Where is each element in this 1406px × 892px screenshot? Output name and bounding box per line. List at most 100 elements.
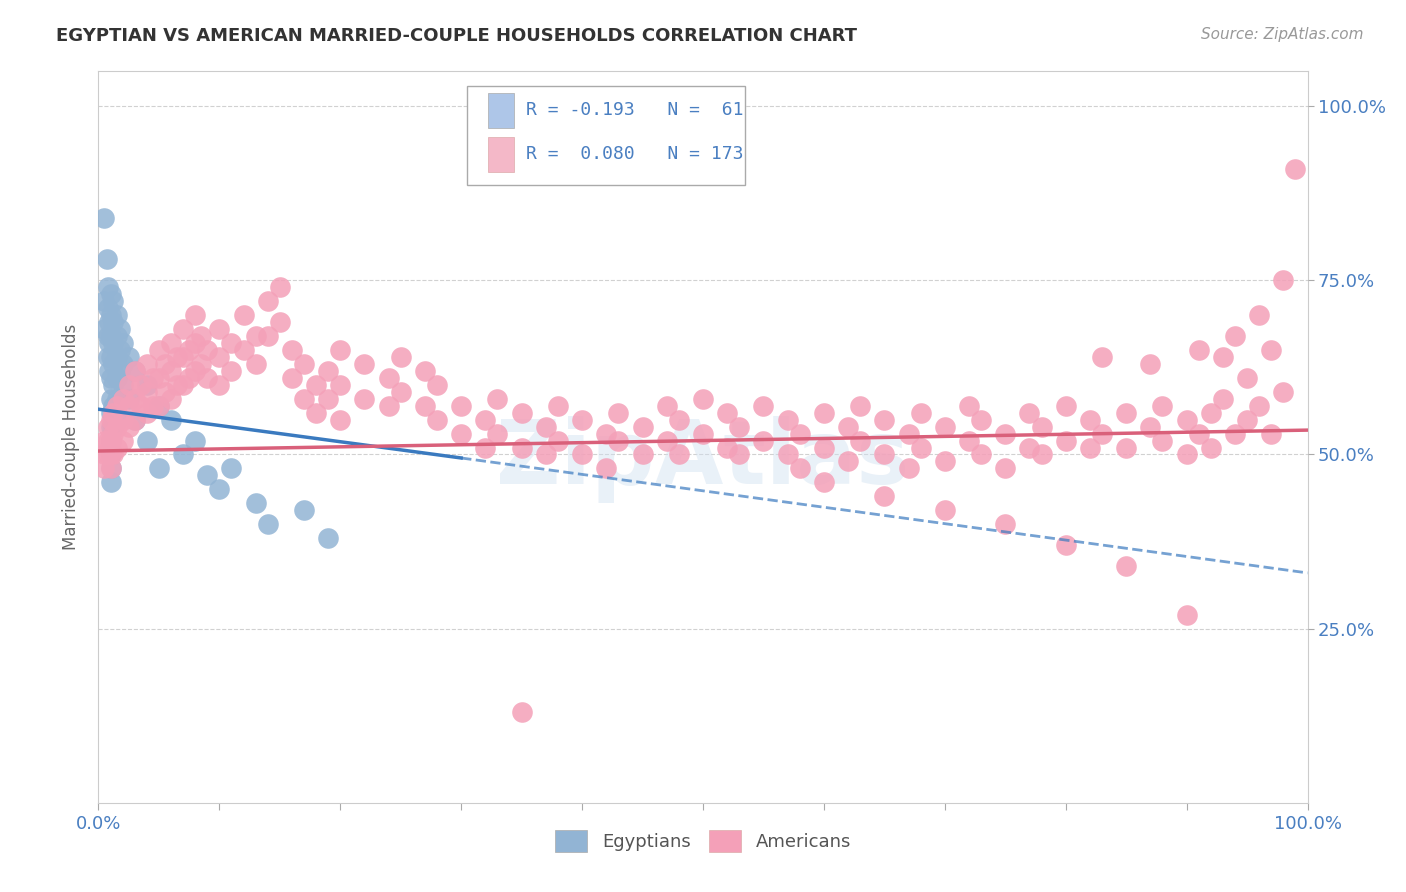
Point [994,517,1017,532]
Point [1115,558,1137,573]
Point [668,448,690,462]
Point [111,336,134,351]
Point [571,412,593,426]
Point [256,329,278,343]
Point [129,399,152,413]
Point [1284,161,1306,176]
Point [510,441,533,455]
Point [1175,448,1198,462]
Point [1139,419,1161,434]
Point [108,364,131,378]
Point [571,448,593,462]
Point [813,475,835,490]
Point [100,448,122,462]
Point [118,399,141,413]
Point [728,448,751,462]
Point [389,350,412,364]
Point [547,399,569,413]
Point [1152,434,1174,448]
Point [377,371,399,385]
Point [970,448,993,462]
Point [607,434,630,448]
Point [486,392,509,406]
Point [101,426,124,441]
Point [100,329,122,343]
Point [97,419,120,434]
Point [172,448,194,462]
Point [1199,441,1222,455]
Point [752,434,775,448]
Point [97,280,120,294]
Point [316,531,339,545]
Text: EGYPTIAN VS AMERICAN MARRIED-COUPLE HOUSEHOLDS CORRELATION CHART: EGYPTIAN VS AMERICAN MARRIED-COUPLE HOUS… [56,27,858,45]
Point [776,448,799,462]
Point [245,496,267,510]
Point [1188,426,1211,441]
Point [1054,538,1077,552]
Point [1115,441,1137,455]
Point [184,336,207,351]
Point [98,315,121,329]
Point [1212,350,1234,364]
Point [776,412,799,426]
Point [1078,412,1101,426]
Point [1236,412,1258,426]
Point [305,406,328,420]
Point [93,322,115,336]
Point [1152,399,1174,413]
Point [897,461,920,475]
Point [1091,350,1114,364]
Point [93,294,115,309]
Point [101,336,124,351]
Point [1031,448,1053,462]
Point [100,461,122,475]
Point [166,350,188,364]
Point [957,399,980,413]
Point [111,357,134,371]
Point [728,419,751,434]
Point [1199,406,1222,420]
Point [595,461,617,475]
Point [179,343,201,357]
Point [716,441,738,455]
Point [208,350,231,364]
Point [813,406,835,420]
Point [873,489,896,503]
Point [413,399,436,413]
Point [111,412,134,426]
Point [934,419,956,434]
Point [1115,406,1137,420]
Point [450,426,472,441]
Point [1249,308,1271,322]
Point [353,357,375,371]
Point [413,364,436,378]
Point [1054,434,1077,448]
Point [534,419,557,434]
Point [655,434,678,448]
Point [692,426,714,441]
Point [100,308,122,322]
Point [1188,343,1211,357]
Point [655,399,678,413]
Text: Source: ZipAtlas.com: Source: ZipAtlas.com [1201,27,1364,42]
Point [450,399,472,413]
Point [101,448,124,462]
Point [1018,441,1040,455]
Point [474,441,496,455]
Point [305,377,328,392]
Point [97,329,120,343]
Point [101,399,124,413]
Point [118,350,141,364]
Point [105,350,128,364]
Point [111,377,134,392]
Point [124,364,146,378]
Point [232,308,254,322]
Legend: Egyptians, Americans: Egyptians, Americans [548,823,858,860]
Point [329,343,352,357]
Point [353,392,375,406]
Point [208,377,231,392]
Point [813,441,835,455]
Point [105,371,128,385]
Point [184,364,207,378]
Point [245,357,267,371]
